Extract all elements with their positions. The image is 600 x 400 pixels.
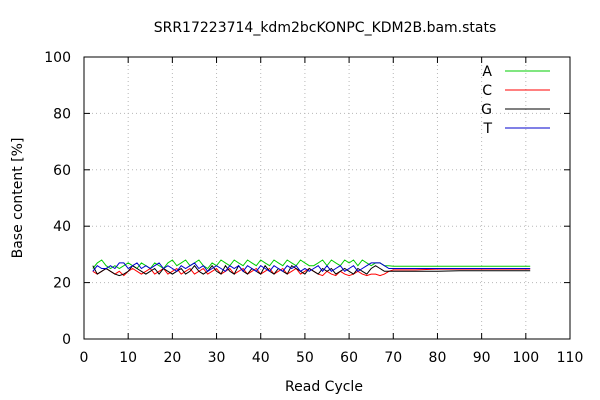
y-tick-label: 80 [53, 106, 71, 122]
series-line-t [92, 262, 531, 273]
series-lines [92, 259, 531, 277]
legend-label-a: A [482, 64, 492, 80]
legend-label-g: G [481, 102, 492, 118]
y-tick-label: 100 [44, 50, 71, 66]
ticks: 0 10 20 30 40 50 60 70 80 90 100 110 0 20 40 60 80 100 [44, 50, 583, 366]
x-tick-label: 10 [119, 350, 137, 366]
x-tick-label: 30 [208, 350, 226, 366]
y-axis-title: Base content [%] [10, 138, 26, 259]
series-line-g [92, 264, 531, 277]
y-tick-label: 0 [62, 332, 71, 348]
y-tick-label: 20 [53, 276, 71, 292]
plot-frame [83, 56, 571, 340]
x-tick-label: 70 [384, 350, 402, 366]
legend-label-c: C [482, 83, 492, 99]
x-tick-label: 50 [296, 350, 314, 366]
x-tick-label: 100 [512, 350, 539, 366]
x-tick-label: 60 [340, 350, 358, 366]
series-line-a [92, 259, 531, 270]
x-tick-label: 40 [252, 350, 270, 366]
grid [84, 57, 570, 339]
series-line-c [92, 267, 531, 277]
x-tick-label: 20 [163, 350, 181, 366]
y-tick-label: 60 [53, 163, 71, 179]
x-tick-label: 0 [80, 350, 89, 366]
x-tick-label: 80 [429, 350, 447, 366]
chart-title: SRR17223714_kdm2bcKONPC_KDM2B.bam.stats [154, 20, 497, 36]
y-tick-label: 40 [53, 219, 71, 235]
x-tick-label: 90 [473, 350, 491, 366]
legend-label-t: T [482, 121, 492, 137]
x-tick-label: 110 [557, 350, 584, 366]
x-axis-title: Read Cycle [285, 379, 363, 395]
